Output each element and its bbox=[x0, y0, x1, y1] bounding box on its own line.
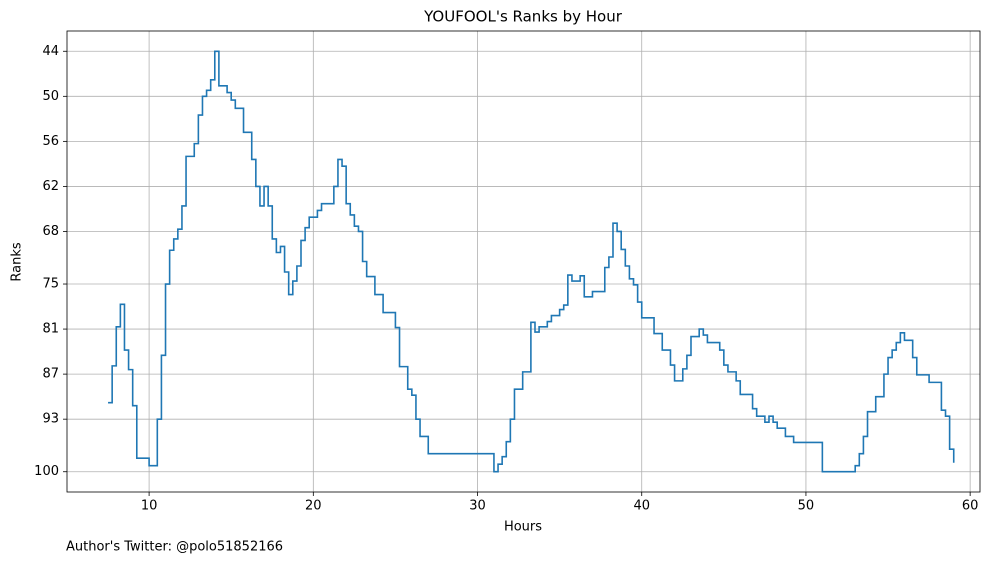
y-tick-label: 44 bbox=[42, 44, 59, 59]
footnote: Author's Twitter: @polo51852166 bbox=[66, 540, 283, 555]
y-tick-label: 93 bbox=[42, 412, 59, 427]
x-tick-label: 20 bbox=[305, 499, 322, 514]
y-tick-label: 50 bbox=[42, 89, 59, 104]
y-tick-label: 56 bbox=[42, 134, 59, 149]
y-tick-label: 100 bbox=[34, 464, 59, 479]
y-tick-label: 68 bbox=[42, 224, 59, 239]
plot-frame bbox=[66, 30, 981, 493]
y-tick-label: 62 bbox=[42, 179, 59, 194]
x-tick-label: 40 bbox=[633, 499, 650, 514]
y-tick-label: 75 bbox=[42, 277, 59, 292]
x-axis-label: Hours bbox=[504, 520, 542, 535]
x-tick-label: 30 bbox=[469, 499, 486, 514]
chart-title: YOUFOOL's Ranks by Hour bbox=[423, 8, 623, 26]
x-tick-label: 10 bbox=[141, 499, 158, 514]
y-tick-label: 87 bbox=[42, 367, 59, 382]
x-tick-label: 60 bbox=[962, 499, 979, 514]
step-line bbox=[108, 50, 955, 473]
y-tick-label: 81 bbox=[42, 322, 59, 337]
y-axis-label: Ranks bbox=[10, 242, 25, 281]
x-tick-label: 50 bbox=[798, 499, 815, 514]
